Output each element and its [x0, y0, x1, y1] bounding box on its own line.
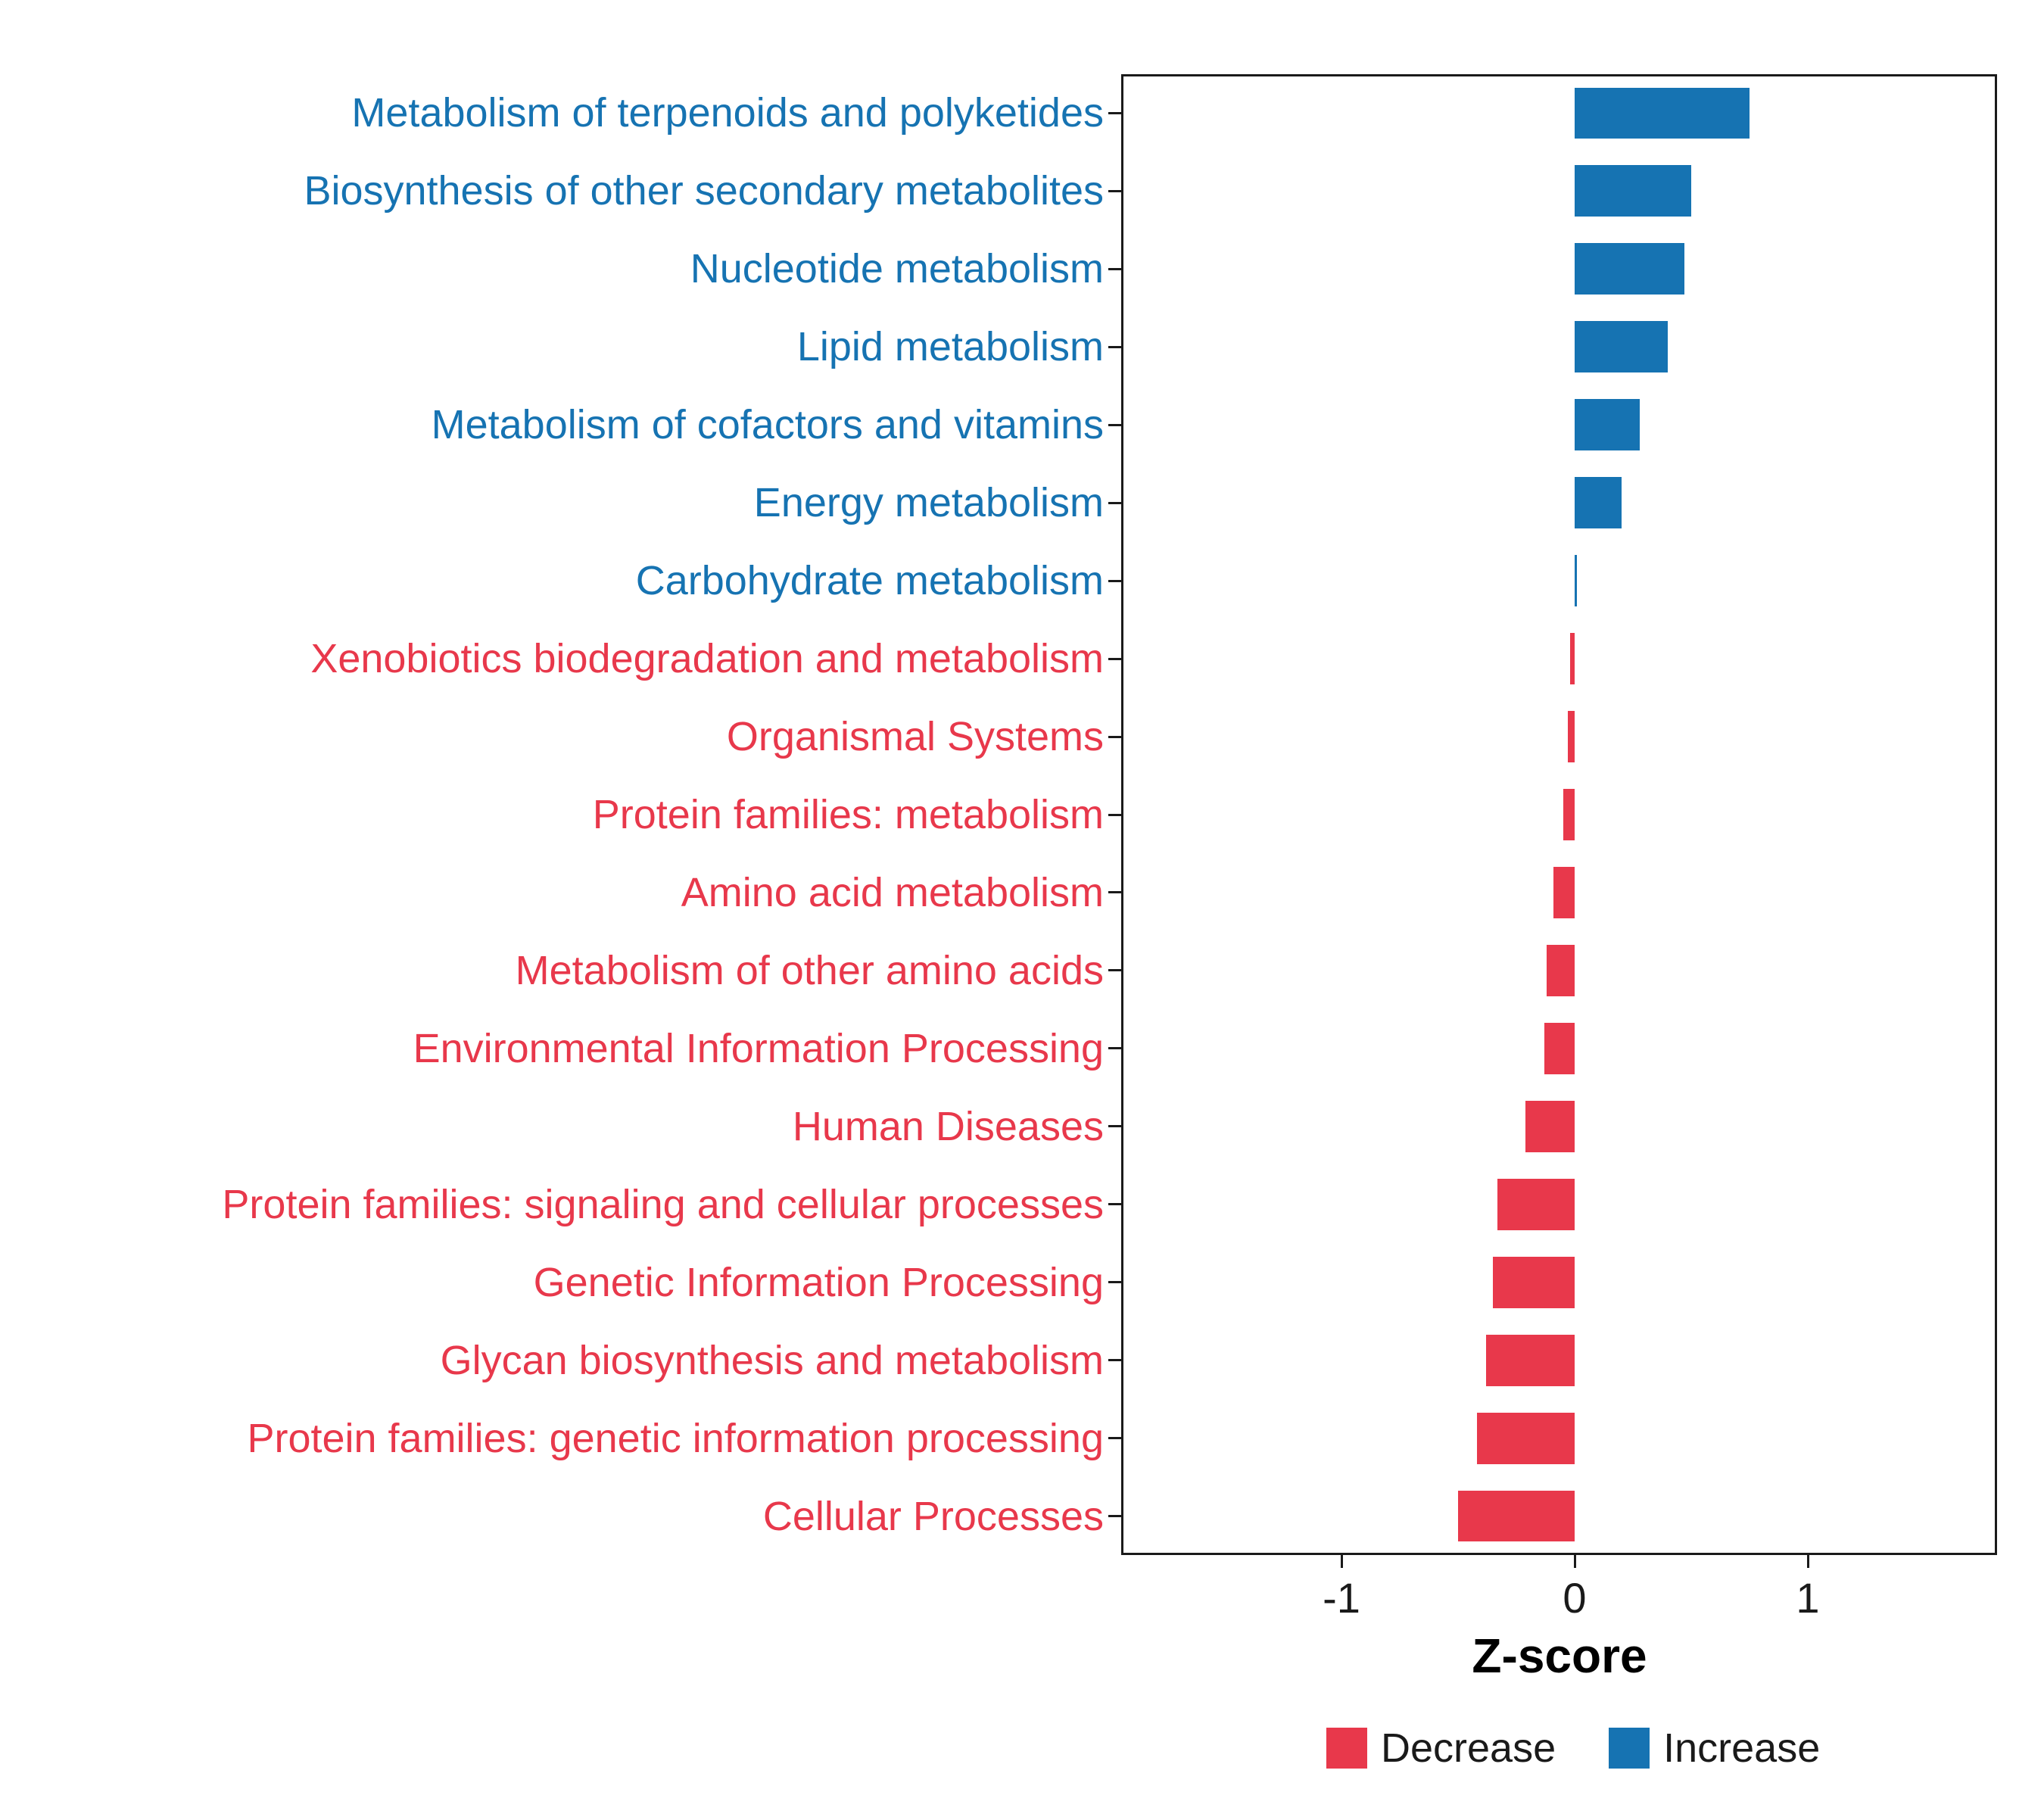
category-label: Protein families: genetic information pr… [247, 1415, 1104, 1461]
y-axis-tick [1108, 189, 1121, 192]
y-axis-tick [1108, 423, 1121, 426]
bar-decrease [1553, 866, 1575, 918]
category-label: Protein families: metabolism [592, 792, 1104, 837]
bar-increase [1575, 243, 1684, 295]
category-label: Lipid metabolism [796, 324, 1104, 370]
y-axis-tick [1108, 111, 1121, 114]
y-axis-tick [1108, 1125, 1121, 1128]
legend-entry-decrease: Decrease [1326, 1725, 1556, 1772]
y-axis-tick [1108, 1281, 1121, 1284]
x-tick-label: 1 [1796, 1574, 1820, 1622]
y-axis-tick [1108, 1047, 1121, 1050]
y-axis-tick [1108, 1359, 1121, 1362]
category-label: Cellular Processes [762, 1493, 1104, 1539]
category-label: Environmental Information Processing [413, 1025, 1104, 1071]
legend-swatch-increase [1609, 1728, 1650, 1769]
bar-increase [1575, 87, 1750, 139]
category-label: Nucleotide metabolism [690, 246, 1104, 292]
y-axis-tick [1108, 267, 1121, 270]
category-label: Carbohydrate metabolism [635, 558, 1104, 604]
category-label: Energy metabolism [753, 480, 1104, 526]
category-label: Genetic Information Processing [533, 1259, 1104, 1305]
x-tick-label: -1 [1323, 1574, 1360, 1622]
bar-increase [1575, 399, 1640, 451]
y-axis-tick [1108, 735, 1121, 738]
plot-panel [1121, 74, 1997, 1555]
x-axis-tick [1806, 1555, 1809, 1568]
bar-decrease [1525, 1100, 1575, 1152]
category-label: Protein families: signaling and cellular… [222, 1181, 1104, 1227]
x-axis-tick [1340, 1555, 1343, 1568]
bar-decrease [1458, 1490, 1575, 1542]
bar-increase [1575, 477, 1622, 529]
y-axis-tick [1108, 501, 1121, 504]
legend: Decrease Increase [1326, 1725, 1820, 1772]
bar-decrease [1569, 633, 1575, 685]
category-label: Metabolism of terpenoids and polyketides [351, 90, 1104, 136]
x-axis-tick [1573, 1555, 1576, 1568]
category-label: Organismal Systems [726, 714, 1104, 760]
legend-entry-increase: Increase [1609, 1725, 1820, 1772]
category-label: Metabolism of other amino acids [515, 947, 1104, 993]
bar-increase [1575, 165, 1691, 217]
y-axis-tick [1108, 969, 1121, 972]
bar-decrease [1497, 1178, 1575, 1230]
category-label: Glycan biosynthesis and metabolism [440, 1337, 1104, 1383]
y-axis-tick [1108, 891, 1121, 894]
bar-decrease [1493, 1256, 1575, 1308]
x-tick-label: 0 [1563, 1574, 1587, 1622]
bar-decrease [1544, 1022, 1575, 1074]
y-axis-tick [1108, 1203, 1121, 1206]
bar-decrease [1485, 1334, 1575, 1386]
category-label: Biosynthesis of other secondary metaboli… [304, 168, 1104, 214]
y-axis-tick [1108, 657, 1121, 660]
bar-decrease [1476, 1412, 1575, 1464]
bar-increase [1575, 321, 1669, 373]
y-axis-tick [1108, 813, 1121, 816]
legend-swatch-decrease [1326, 1728, 1367, 1769]
category-label: Amino acid metabolism [681, 869, 1104, 915]
y-axis-tick [1108, 579, 1121, 582]
y-axis-tick [1108, 1437, 1121, 1440]
category-label: Human Diseases [792, 1103, 1104, 1149]
x-axis-title: Z-score [1472, 1628, 1647, 1683]
bar-decrease [1567, 711, 1575, 763]
bar-decrease [1563, 789, 1575, 840]
legend-label-decrease: Decrease [1381, 1725, 1556, 1771]
y-axis-tick [1108, 345, 1121, 348]
bar-increase [1575, 555, 1578, 607]
category-label: Xenobiotics biodegradation and metabolis… [310, 636, 1104, 682]
legend-label-increase: Increase [1663, 1725, 1821, 1771]
category-label: Metabolism of cofactors and vitamins [431, 402, 1104, 448]
bar-decrease [1547, 944, 1575, 996]
y-axis-tick [1108, 1515, 1121, 1518]
